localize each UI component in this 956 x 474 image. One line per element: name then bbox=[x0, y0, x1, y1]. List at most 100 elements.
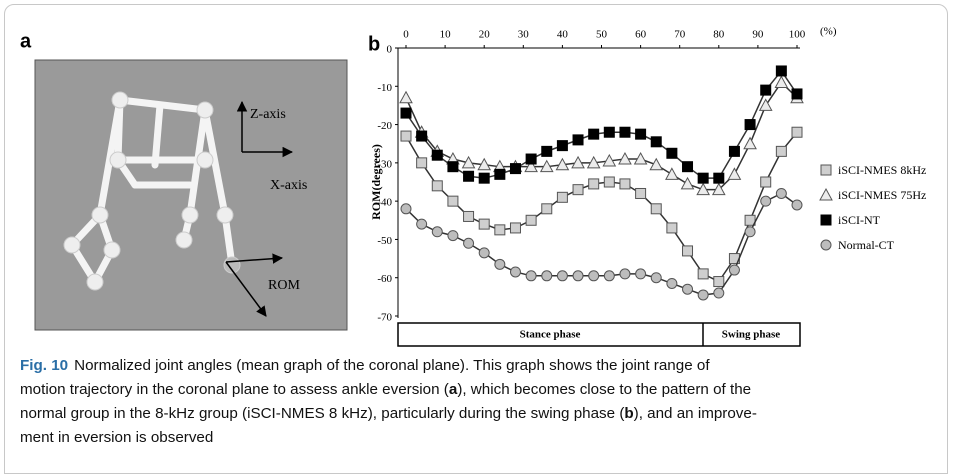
data-point bbox=[713, 276, 725, 288]
caption-line: motion trajectory in the coronal plane t… bbox=[20, 378, 935, 402]
phase-bar bbox=[397, 322, 801, 347]
caption-text: motion trajectory in the coronal plane t… bbox=[20, 381, 449, 398]
data-point bbox=[463, 237, 475, 249]
data-point bbox=[494, 168, 506, 180]
panel-label: b bbox=[368, 33, 380, 55]
data-point bbox=[619, 268, 631, 280]
y-axis-title: ROM(degrees) bbox=[369, 144, 383, 220]
data-point bbox=[744, 214, 756, 226]
data-point bbox=[682, 245, 694, 257]
data-point bbox=[463, 170, 475, 182]
caption-line: Fig. 10 Normalized joint angles (mean gra… bbox=[20, 354, 935, 378]
data-point bbox=[760, 195, 772, 207]
data-point bbox=[416, 218, 428, 230]
data-point bbox=[416, 157, 428, 169]
data-point bbox=[431, 226, 443, 238]
x-tick-label: 60 bbox=[635, 29, 647, 41]
data-point bbox=[588, 128, 600, 140]
data-point bbox=[571, 155, 585, 169]
data-point bbox=[525, 153, 537, 165]
data-point bbox=[650, 272, 662, 284]
data-point bbox=[635, 128, 647, 140]
data-point bbox=[539, 159, 554, 173]
data-point bbox=[727, 167, 742, 180]
data-point bbox=[635, 187, 647, 199]
data-point bbox=[696, 182, 711, 196]
data-point bbox=[697, 172, 709, 184]
y-tick-label: -70 bbox=[377, 312, 392, 324]
data-point bbox=[633, 151, 648, 165]
legend-label: iSCI-NMES 75Hz bbox=[838, 188, 926, 202]
data-point bbox=[494, 224, 506, 236]
caption-text: normal group in the 8-kHz group (iSCI-NM… bbox=[20, 405, 625, 422]
data-point bbox=[478, 218, 490, 230]
data-point bbox=[775, 187, 787, 199]
legend-label: Normal-CT bbox=[838, 238, 895, 252]
data-point bbox=[541, 270, 553, 282]
x-tick-label: 10 bbox=[440, 29, 452, 41]
axes-arrows bbox=[225, 100, 294, 317]
legend-marker bbox=[820, 164, 832, 176]
data-point bbox=[399, 90, 413, 104]
data-point bbox=[525, 270, 537, 282]
x-tick-label: 100 bbox=[789, 29, 806, 41]
data-point bbox=[572, 270, 584, 282]
data-point bbox=[666, 277, 678, 289]
caption-line: ment in eversion is observed bbox=[20, 426, 935, 450]
data-point bbox=[791, 199, 803, 211]
data-point bbox=[603, 126, 615, 138]
data-point bbox=[665, 167, 679, 180]
data-point bbox=[541, 203, 553, 215]
data-point bbox=[556, 270, 568, 282]
rom-label: ROM bbox=[268, 278, 300, 293]
caption-ref: b bbox=[624, 405, 634, 422]
data-point bbox=[775, 145, 787, 157]
data-point bbox=[586, 155, 601, 169]
data-point bbox=[525, 214, 537, 226]
legend-label: iSCI-NT bbox=[838, 213, 881, 227]
y-tick-label: -40 bbox=[377, 197, 392, 209]
legend-marker bbox=[820, 214, 832, 226]
data-point bbox=[603, 176, 615, 188]
data-point bbox=[650, 136, 662, 148]
caption-ref: a bbox=[448, 381, 458, 398]
data-point bbox=[775, 65, 787, 77]
data-point bbox=[649, 157, 664, 171]
x-tick-label: 80 bbox=[713, 29, 725, 41]
y-tick-label: -30 bbox=[377, 158, 392, 170]
caption-text: ), and an improve- bbox=[633, 405, 757, 422]
x-tick-label: 70 bbox=[674, 29, 686, 41]
phase-label: Stance phase bbox=[520, 329, 581, 341]
caption-label: Fig. 10 bbox=[20, 357, 69, 374]
data-point bbox=[760, 176, 772, 188]
data-point bbox=[682, 283, 694, 295]
data-point bbox=[447, 195, 459, 207]
data-point bbox=[478, 172, 490, 184]
data-point bbox=[713, 287, 725, 299]
data-point bbox=[400, 203, 412, 215]
data-point bbox=[635, 268, 647, 280]
data-point bbox=[602, 153, 617, 167]
data-point bbox=[680, 176, 695, 190]
data-point bbox=[758, 98, 773, 111]
data-point bbox=[556, 140, 568, 152]
data-point bbox=[588, 270, 600, 282]
data-point bbox=[447, 230, 459, 242]
data-point bbox=[603, 270, 615, 282]
data-point bbox=[743, 136, 757, 150]
data-point bbox=[447, 161, 459, 173]
data-point bbox=[478, 247, 490, 259]
caption-line: normal group in the 8-kHz group (iSCI-NM… bbox=[20, 402, 935, 426]
skeleton-joints bbox=[63, 91, 241, 291]
data-point bbox=[666, 147, 678, 159]
caption-text: ), which becomes close to the pattern of… bbox=[457, 381, 752, 398]
data-point bbox=[461, 155, 476, 169]
data-point bbox=[524, 159, 538, 173]
data-point bbox=[619, 178, 631, 190]
data-point bbox=[431, 180, 443, 192]
caption-text: Normalized joint angles (mean graph of t… bbox=[74, 357, 710, 374]
data-point bbox=[744, 119, 756, 131]
data-point bbox=[728, 264, 740, 276]
data-point bbox=[713, 172, 725, 184]
data-point bbox=[556, 191, 568, 203]
